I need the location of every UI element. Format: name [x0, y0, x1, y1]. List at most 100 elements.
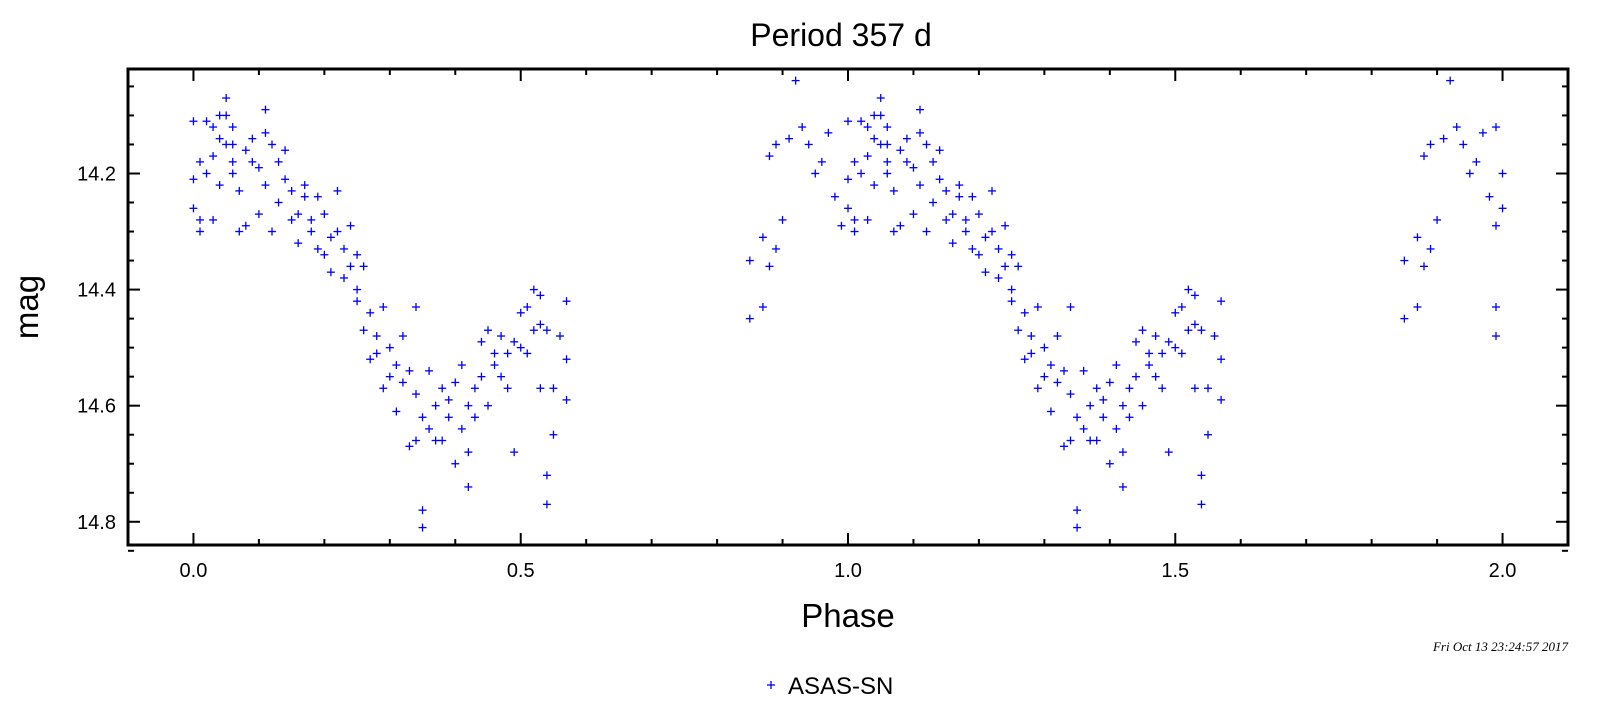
data-point — [300, 192, 309, 201]
data-point — [1190, 320, 1199, 329]
data-point — [287, 186, 296, 195]
data-point — [484, 401, 492, 410]
data-point — [1125, 384, 1134, 393]
data-point — [457, 424, 466, 433]
data-point — [1014, 262, 1023, 271]
data-point — [542, 326, 551, 335]
data-point — [922, 140, 931, 149]
data-point — [1400, 314, 1409, 323]
data-point — [1027, 349, 1036, 358]
data-point — [863, 215, 872, 224]
data-point — [1190, 384, 1199, 393]
data-point — [1118, 448, 1127, 457]
data-point — [830, 192, 839, 201]
data-point — [1138, 326, 1147, 335]
data-point — [1020, 308, 1029, 317]
data-point — [968, 244, 977, 253]
data-point — [772, 244, 780, 253]
data-point — [484, 326, 492, 335]
data-point — [1007, 297, 1016, 306]
data-point — [1426, 140, 1435, 149]
data-point — [1079, 366, 1088, 375]
data-point — [1190, 291, 1199, 300]
data-point — [254, 210, 263, 219]
data-point — [189, 117, 198, 126]
data-point — [870, 134, 879, 143]
plot-frame — [126, 67, 1570, 547]
data-point — [850, 157, 859, 166]
data-point — [353, 297, 362, 306]
data-point — [464, 482, 473, 491]
data-point — [385, 343, 394, 352]
data-point — [215, 181, 224, 190]
data-point — [470, 413, 479, 422]
data-point — [300, 181, 309, 190]
data-point — [516, 308, 525, 317]
data-point — [398, 378, 407, 387]
x-tick-label: 1.0 — [834, 560, 862, 582]
data-point — [1164, 337, 1173, 346]
x-tick-label: 0.5 — [507, 560, 535, 582]
data-point — [340, 273, 348, 282]
data-point — [1498, 204, 1507, 213]
y-tick-label: 14.8 — [77, 512, 116, 534]
data-point — [1492, 221, 1500, 230]
data-point — [844, 204, 852, 213]
data-point — [850, 215, 859, 224]
data-point — [1066, 390, 1075, 399]
data-point — [202, 117, 211, 126]
data-point — [287, 215, 296, 224]
data-point — [1040, 372, 1049, 381]
data-point — [863, 123, 872, 132]
data-point — [313, 244, 322, 253]
data-point — [1040, 343, 1049, 352]
data-point — [1478, 128, 1487, 137]
data-point — [1073, 523, 1082, 532]
data-point — [398, 332, 407, 341]
data-point — [1439, 134, 1448, 143]
data-point — [1132, 372, 1140, 381]
data-point — [510, 448, 519, 457]
data-point — [235, 186, 244, 195]
data-point — [817, 157, 826, 166]
data-point — [1459, 140, 1468, 149]
data-point — [968, 192, 977, 201]
data-point — [994, 273, 1003, 282]
data-point — [196, 215, 204, 224]
data-point — [536, 291, 545, 300]
data-point — [1204, 430, 1212, 439]
data-point — [313, 192, 322, 201]
legend: ASAS-SN — [767, 673, 893, 700]
x-tick-label: 1.5 — [1161, 560, 1189, 582]
data-point — [1400, 256, 1409, 265]
data-point — [209, 152, 218, 161]
data-point — [366, 355, 375, 364]
data-point — [379, 303, 388, 311]
data-point — [758, 303, 767, 311]
data-point — [863, 152, 872, 161]
data-point — [1060, 442, 1068, 451]
data-point — [477, 337, 486, 346]
data-point — [529, 285, 538, 294]
data-point — [1086, 401, 1095, 410]
data-point — [326, 268, 335, 277]
data-point — [1498, 169, 1507, 178]
data-point — [909, 210, 918, 219]
data-point — [772, 140, 780, 149]
data-point — [503, 384, 512, 393]
data-point — [1125, 413, 1134, 422]
data-point — [974, 250, 983, 259]
data-point — [346, 221, 355, 230]
data-point — [418, 506, 427, 515]
data-point — [1197, 326, 1206, 335]
data-point — [1197, 500, 1206, 509]
data-point — [556, 332, 564, 341]
data-point — [1132, 337, 1140, 346]
data-point — [490, 361, 499, 370]
data-point — [470, 384, 479, 393]
data-point — [451, 378, 460, 387]
data-point — [477, 372, 486, 381]
data-point — [961, 227, 970, 236]
data-point — [228, 157, 237, 166]
